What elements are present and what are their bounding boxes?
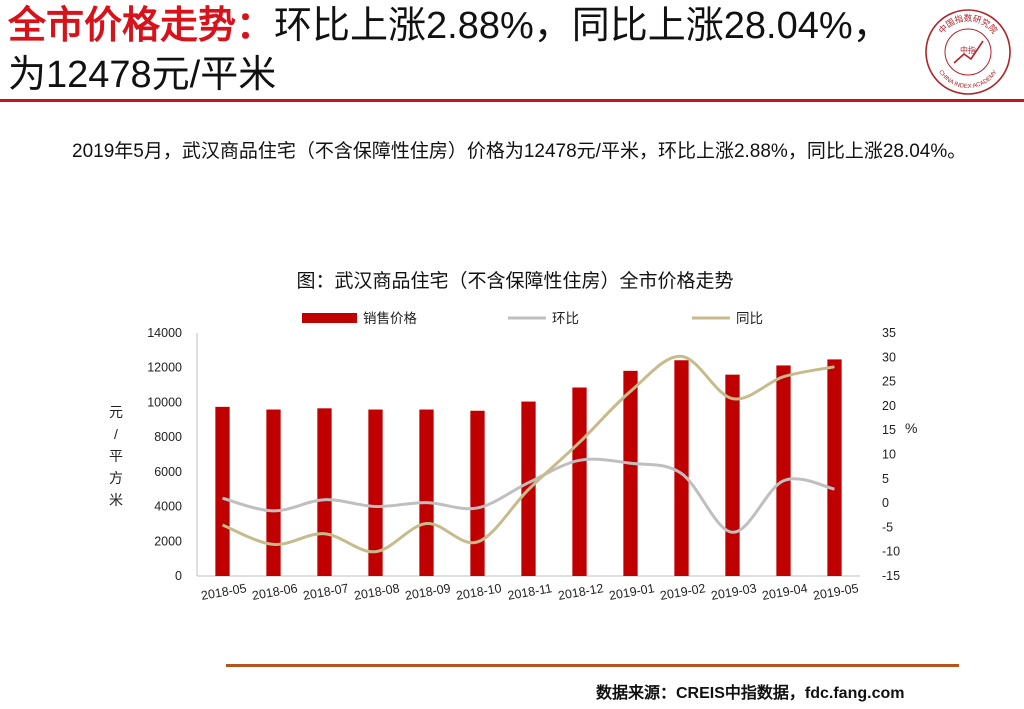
title-divider <box>0 99 1024 102</box>
bar-2018-06 <box>266 409 281 576</box>
y2-tick-35: 35 <box>882 326 896 340</box>
ylabel-char: 方 <box>109 470 123 486</box>
summary-text: 2019年5月，武汉商品住宅（不含保障性住房）价格为12478元/平米，环比上涨… <box>72 141 967 162</box>
legend-label: 环比 <box>552 311 579 326</box>
y2-tick--5: -5 <box>882 520 893 534</box>
x-tick-2019-02: 2019-02 <box>659 581 707 603</box>
bar-2018-09 <box>419 409 434 576</box>
title-rest: 环比上涨2.88%，同比上涨28.04%，为12478元/平米 <box>8 5 891 96</box>
x-tick-2018-05: 2018-05 <box>200 581 248 603</box>
ylabel-char: 元 <box>109 404 123 420</box>
ylabel-char: 平 <box>109 448 123 464</box>
y-tick-2000: 2000 <box>154 534 182 548</box>
chart-title: 图：武汉商品住宅（不含保障性住房）全市价格走势 <box>296 270 733 292</box>
left-axis-label: 元 / 平方米 <box>109 404 123 508</box>
seal-english-text: CHINA INDEX ACADEMY <box>937 69 998 90</box>
y2-tick-5: 5 <box>882 472 889 486</box>
legend-swatch-price <box>302 313 357 323</box>
chart-legend: 销售价格 环比 同比 <box>302 311 763 326</box>
bottom-divider <box>226 664 959 667</box>
bar-2019-02 <box>674 360 689 576</box>
y-tick-6000: 6000 <box>154 465 182 479</box>
y-tick-10000: 10000 <box>147 395 182 409</box>
y2-tick-0: 0 <box>882 496 889 510</box>
bar-2019-04 <box>776 365 791 576</box>
x-tick-2018-09: 2018-09 <box>404 581 452 603</box>
right-axis-ticks: -15 -10 -5 0 5 10 15 20 25 30 35 <box>882 326 900 583</box>
y-tick-8000: 8000 <box>154 430 182 444</box>
x-tick-2018-06: 2018-06 <box>251 581 299 603</box>
bar-2018-05 <box>215 406 230 576</box>
y2-tick--10: -10 <box>882 545 900 559</box>
y2-tick-10: 10 <box>882 448 896 462</box>
mom-line <box>222 457 835 534</box>
bar-2019-01 <box>623 370 638 576</box>
x-tick-2018-11: 2018-11 <box>506 581 553 603</box>
summary-paragraph: 2019年5月，武汉商品住宅（不含保障性住房）价格为12478元/平米，环比上涨… <box>38 132 1000 172</box>
y-tick-14000: 14000 <box>147 326 182 340</box>
x-tick-2018-08: 2018-08 <box>353 581 401 603</box>
bar-series <box>215 359 842 576</box>
y-tick-4000: 4000 <box>154 500 182 514</box>
seal-center-text: 中指 <box>960 45 976 55</box>
ylabel-char: / <box>114 426 118 442</box>
x-tick-2019-04: 2019-04 <box>761 581 809 603</box>
x-tick-2019-01: 2019-01 <box>608 581 656 603</box>
bar-2019-03 <box>725 374 740 576</box>
x-axis-ticks: 2018-05 2018-06 2018-07 2018-08 2018-09 2018-… <box>200 581 860 603</box>
bar-2018-12 <box>572 387 587 576</box>
x-tick-2018-12: 2018-12 <box>557 581 605 603</box>
left-axis-ticks: 0 2000 4000 6000 8000 10000 12000 14000 <box>147 326 182 583</box>
bar-2018-08 <box>368 409 383 576</box>
bar-2018-07 <box>317 408 332 576</box>
y2-tick-15: 15 <box>882 423 896 437</box>
data-source: 数据来源：CREIS中指数据，fdc.fang.com <box>596 685 905 702</box>
legend-label: 销售价格 <box>363 311 417 326</box>
y-tick-0: 0 <box>175 569 182 583</box>
bar-2018-10 <box>470 410 485 576</box>
legend-label: 同比 <box>736 311 763 326</box>
x-tick-2019-03: 2019-03 <box>710 581 758 603</box>
title-highlight: 全市价格走势： <box>8 5 275 47</box>
seal-chart-mark <box>953 40 984 64</box>
right-axis-label: % <box>905 420 917 436</box>
y2-tick--15: -15 <box>882 569 900 583</box>
yoy-line <box>221 354 835 554</box>
price-trend-chart: 图：武汉商品住宅（不含保障性住房）全市价格走势 销售价格 环比 同比 0 2000 40… <box>109 270 917 603</box>
x-tick-2018-10: 2018-10 <box>455 581 503 603</box>
x-tick-2018-07: 2018-07 <box>302 581 350 603</box>
bar-2019-05 <box>827 359 842 576</box>
y2-tick-30: 30 <box>882 350 896 364</box>
ylabel-char: 米 <box>109 492 123 508</box>
y-tick-12000: 12000 <box>147 361 182 375</box>
china-index-academy-logo: 中国指数研究院 CHINA INDEX ACADEMY 中指 <box>925 9 1011 95</box>
x-tick-2019-05: 2019-05 <box>812 581 860 603</box>
page-title: 全市价格走势：环比上涨2.88%，同比上涨28.04%，为12478元/平米 <box>8 2 908 100</box>
y2-tick-20: 20 <box>882 399 896 413</box>
line-series <box>221 354 835 554</box>
y2-tick-25: 25 <box>882 375 896 389</box>
